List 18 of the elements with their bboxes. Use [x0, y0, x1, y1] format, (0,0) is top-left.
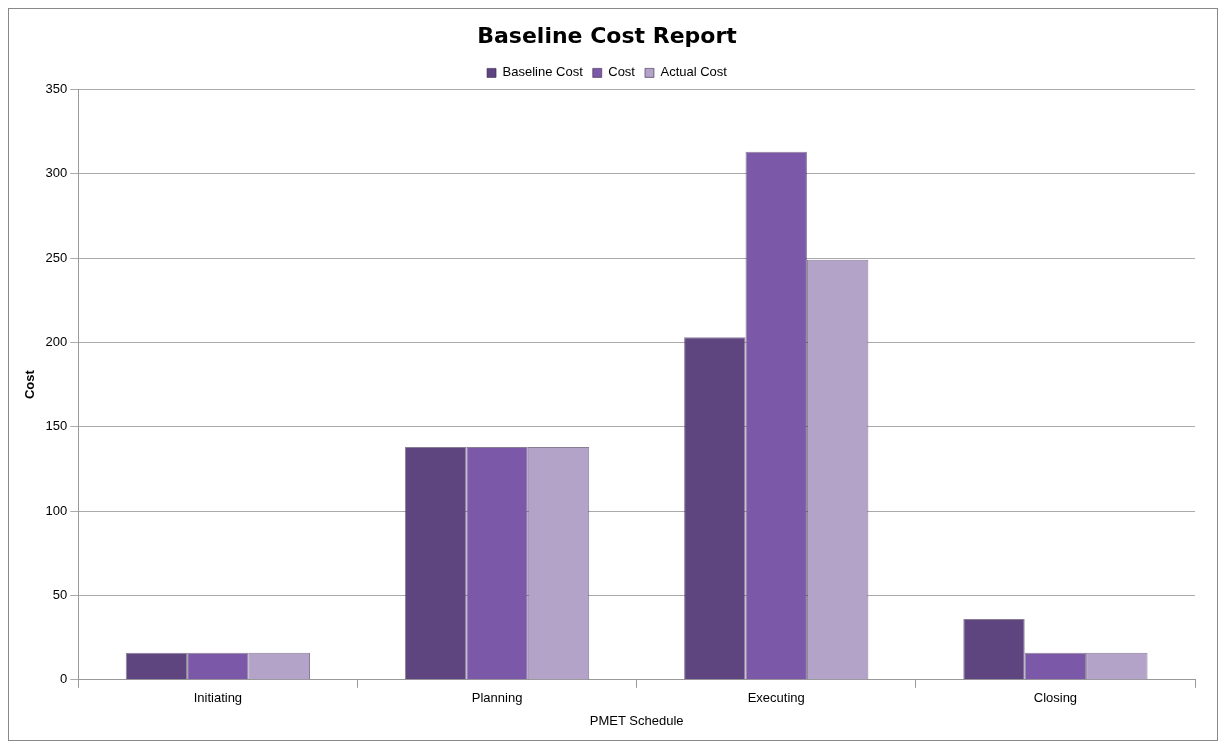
y-tick-label: 300: [45, 165, 68, 181]
legend-label: Actual Cost: [660, 64, 728, 80]
y-tick-label: 150: [45, 418, 68, 434]
y-tick-label: 0: [60, 671, 68, 687]
x-tick-label: Planning: [471, 690, 523, 706]
legend-label: Baseline Cost: [502, 64, 584, 80]
x-axis-title: PMET Schedule: [589, 712, 684, 728]
y-tick-label: 100: [45, 502, 68, 518]
x-tick-label: Initiating: [193, 690, 243, 706]
y-axis-title: Cost: [22, 369, 38, 400]
y-tick-label: 50: [52, 587, 68, 603]
x-tick-label: Executing: [747, 690, 805, 706]
x-tick-label: Closing: [1033, 690, 1078, 706]
legend-label: Cost: [608, 64, 636, 80]
y-tick-label: 200: [45, 334, 68, 350]
y-tick-label: 250: [45, 249, 68, 265]
y-tick-label: 350: [45, 80, 68, 96]
chart-title: Baseline Cost Report: [477, 22, 738, 48]
